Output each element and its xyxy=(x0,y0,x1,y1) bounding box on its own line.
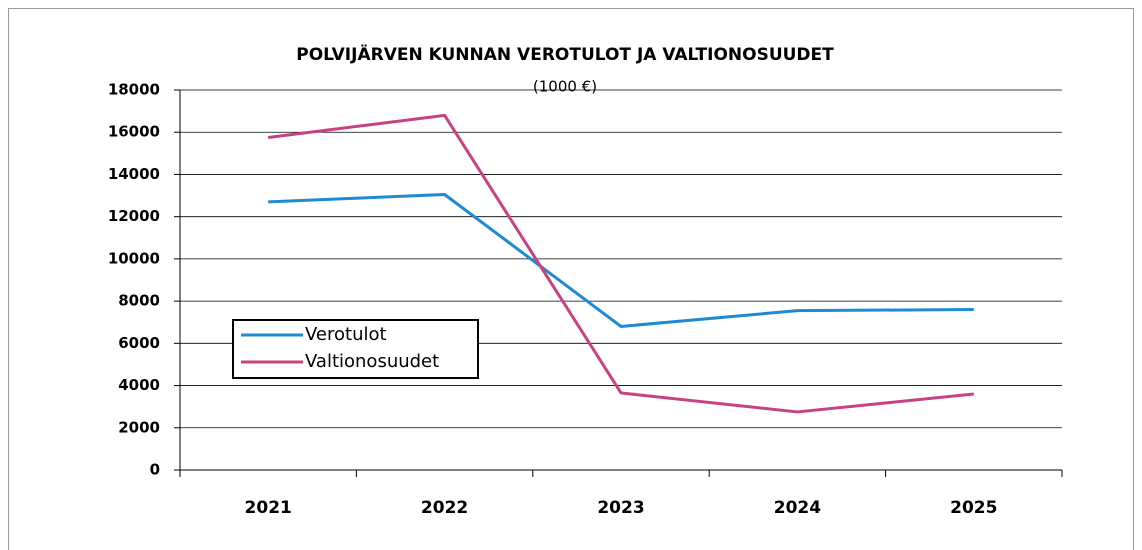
y-tick-label: 6000 xyxy=(118,334,160,352)
series-line xyxy=(268,113,974,414)
x-tick-label: 2025 xyxy=(950,498,997,518)
chart-title: POLVIJÄRVEN KUNNAN VEROTULOT JA VALTIONO… xyxy=(296,43,834,65)
x-tick-label: 2023 xyxy=(597,498,644,518)
y-tick-label: 12000 xyxy=(108,207,160,225)
y-tick-label: 14000 xyxy=(108,165,160,183)
legend-box xyxy=(232,319,479,379)
legend-label: Verotulot xyxy=(305,324,387,345)
y-tick-label: 2000 xyxy=(118,418,160,436)
y-tick-label: 16000 xyxy=(108,123,160,141)
chart-frame xyxy=(8,8,1134,550)
y-tick-label: 8000 xyxy=(118,292,160,310)
chart-subtitle: (1000 €) xyxy=(533,78,597,96)
y-tick-label: 0 xyxy=(150,461,160,479)
y-tick-label: 10000 xyxy=(108,249,160,267)
y-tick-label: 4000 xyxy=(118,376,160,394)
legend-label: Valtionosuudet xyxy=(305,351,439,372)
y-tick-label: 18000 xyxy=(108,81,160,99)
x-tick-label: 2024 xyxy=(774,498,821,518)
x-tick-label: 2022 xyxy=(421,498,468,518)
series-line xyxy=(268,193,974,328)
x-tick-label: 2021 xyxy=(245,498,292,518)
